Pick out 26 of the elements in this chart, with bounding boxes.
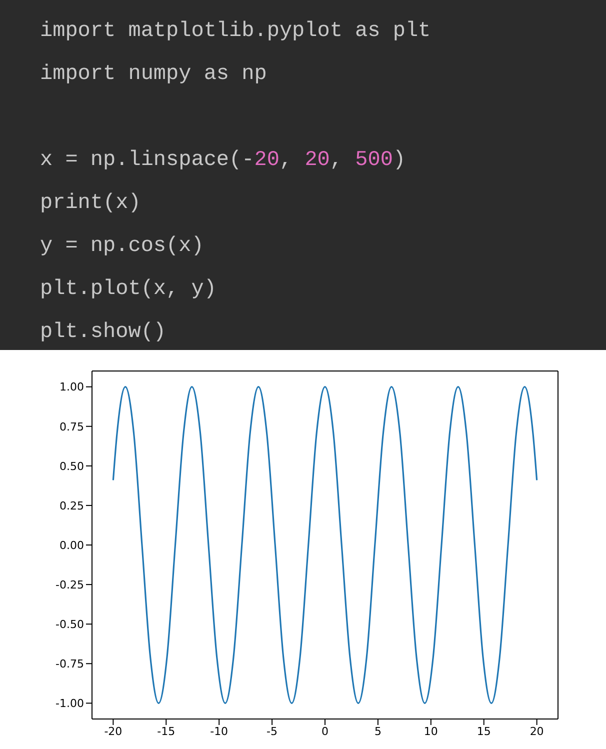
x-tick-label: 5	[374, 724, 382, 738]
x-tick-label: 15	[476, 724, 491, 738]
y-tick-label: -1.00	[56, 697, 84, 710]
text: print(x)	[40, 192, 141, 215]
y-tick-label: 1.00	[60, 380, 84, 394]
y-tick-label: -0.25	[56, 578, 84, 592]
x-tick-label: -15	[157, 724, 176, 738]
x-tick-label: 0	[322, 724, 328, 738]
y-tick-label: 0.50	[60, 460, 84, 473]
y-tick-label: 0.00	[60, 538, 84, 552]
y-tick-label: 0.75	[60, 420, 84, 434]
text: plt.show()	[40, 321, 166, 344]
y-tick-label: -0.75	[56, 658, 84, 671]
x-tick-label: 20	[530, 724, 544, 738]
x-tick-label: -5	[266, 724, 278, 738]
text: plt.plot(x, y)	[40, 278, 216, 301]
text: import numpy as np	[40, 63, 267, 86]
y-tick-label: -0.50	[56, 618, 84, 631]
x-tick-label: -20	[104, 724, 122, 738]
x-tick-label: -10	[210, 724, 228, 738]
text: import matplotlib.pyplot as plt	[40, 20, 431, 43]
y-tick-label: 0.25	[60, 499, 84, 512]
text: y = np.cos(x)	[40, 235, 204, 258]
x-tick-label: 10	[424, 724, 438, 738]
line-series	[112, 386, 538, 704]
text: x = np.linspace(-20, 20, 500)	[40, 149, 406, 172]
